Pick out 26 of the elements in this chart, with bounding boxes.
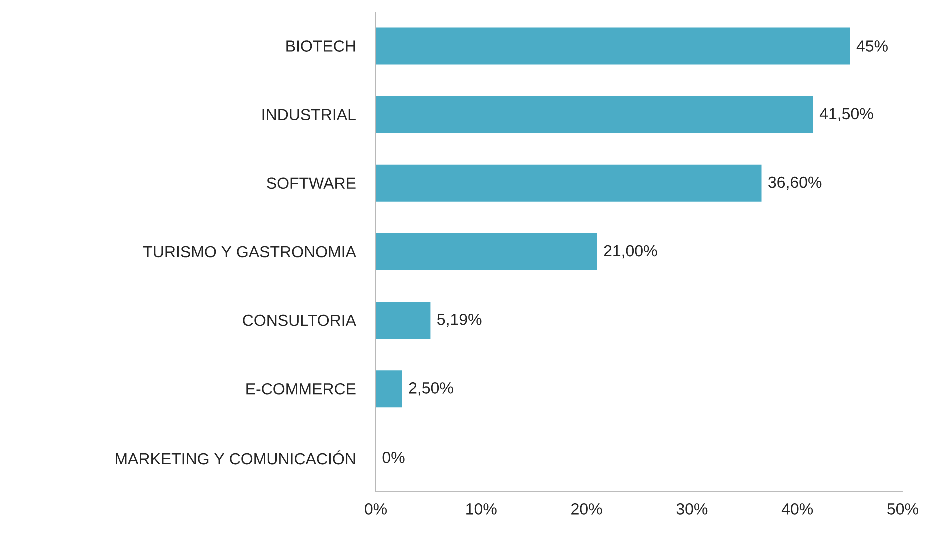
- x-tick-label: 0%: [365, 504, 387, 515]
- data-label: 5,19%: [438, 314, 482, 328]
- x-tick-label: 50%: [888, 504, 918, 515]
- y-tick-label: BIOTECH: [286, 40, 356, 52]
- bar: [376, 233, 598, 270]
- y-tick-label: SOFTWARE: [267, 178, 356, 190]
- bar: [376, 96, 814, 134]
- data-label: 36,60%: [768, 176, 822, 190]
- data-label: 2,50%: [409, 382, 454, 396]
- data-label: 41,50%: [820, 108, 874, 122]
- y-tick-label: INDUSTRIAL: [262, 109, 356, 121]
- y-tick-label: MARKETING Y COMUNICACIÓN: [116, 450, 356, 465]
- data-label: 21,00%: [604, 245, 658, 259]
- bar: [376, 28, 850, 65]
- bar: [376, 164, 762, 202]
- y-tick-label: TURISMO Y GASTRONOMIA: [143, 246, 356, 258]
- bar: [376, 302, 431, 340]
- x-tick-label: 30%: [676, 504, 708, 515]
- y-tick-label: CONSULTORIA: [243, 314, 356, 326]
- data-label: 45%: [856, 40, 888, 52]
- data-label: 0%: [382, 452, 405, 464]
- x-tick-label: 20%: [572, 504, 602, 515]
- x-tick-label: 10%: [466, 504, 497, 515]
- bar: [376, 370, 402, 408]
- y-tick-label: E-COMMERCE: [246, 383, 356, 395]
- x-tick-label: 40%: [782, 504, 814, 515]
